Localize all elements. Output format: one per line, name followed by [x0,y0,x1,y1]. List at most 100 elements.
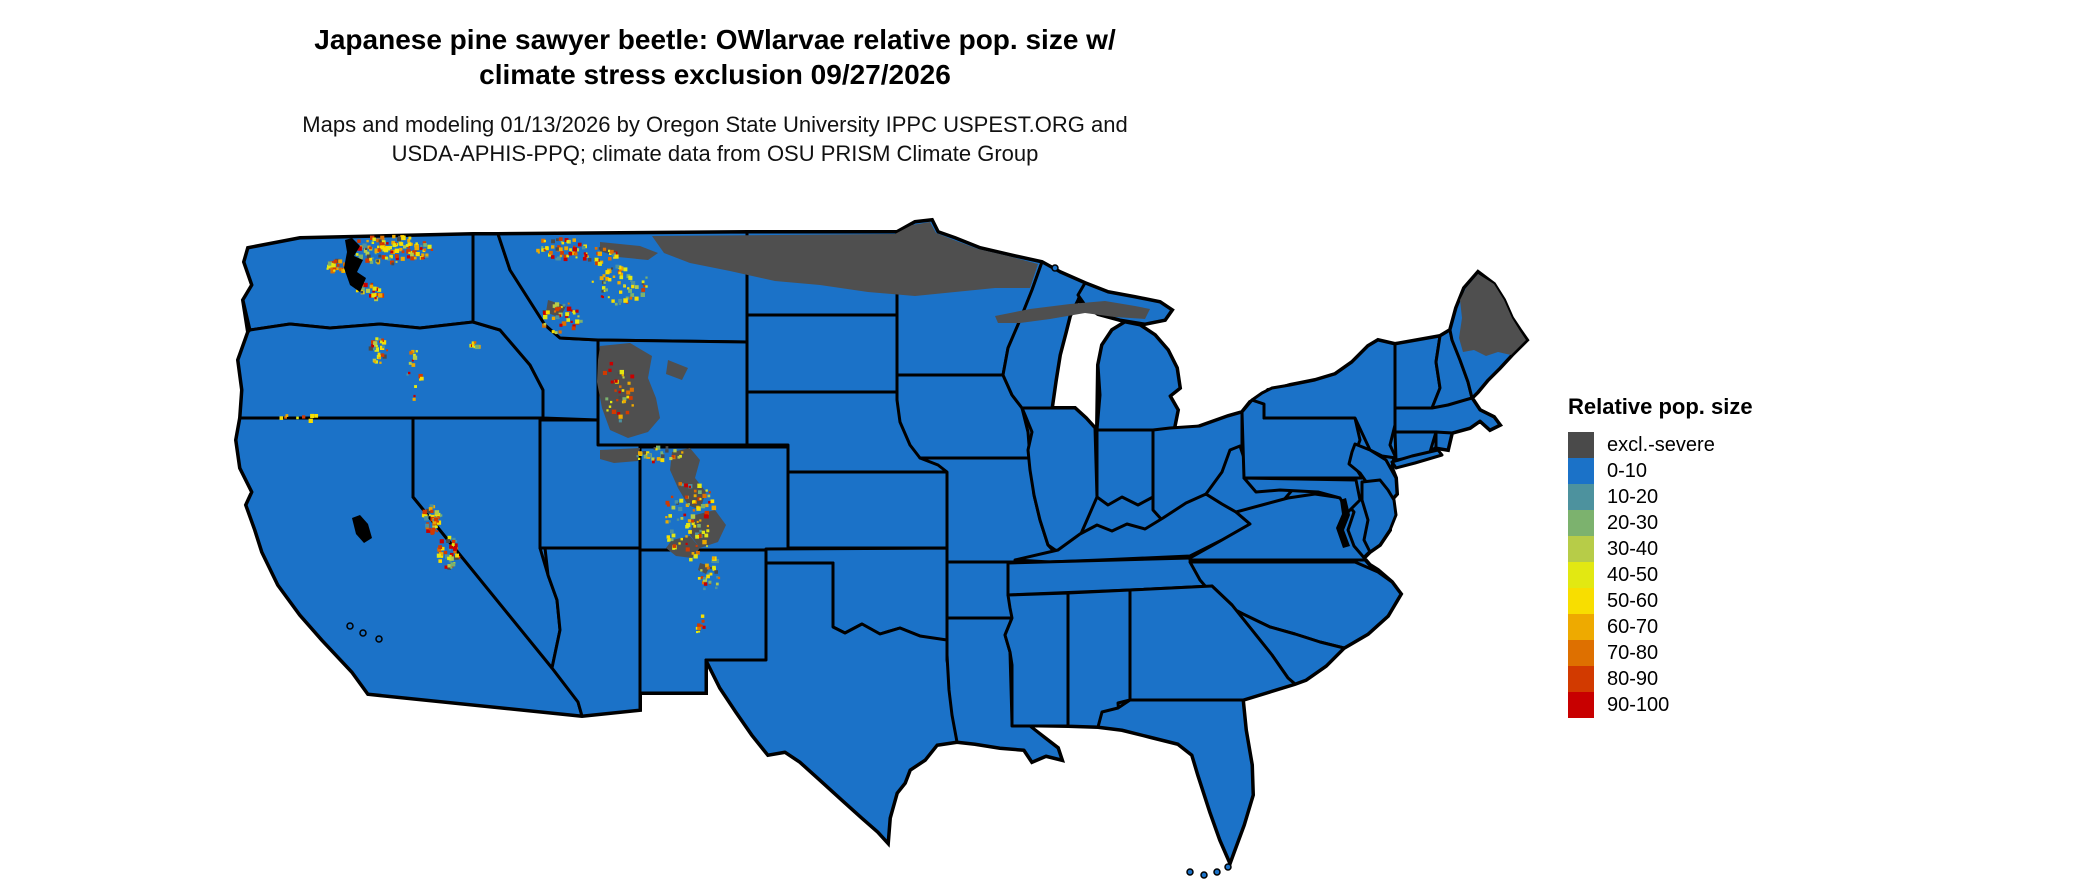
hotspot-pixel [700,504,706,509]
hotspot-pixel [437,547,442,552]
hotspot-pixel [653,447,657,450]
hotspot-pixel [379,361,382,364]
hotspot-pixel [556,256,561,261]
hotspot-pixel [561,241,565,245]
hotspot-pixel [679,454,682,458]
legend-label: 50-60 [1607,589,1659,612]
hotspot-pixel [447,556,451,561]
hotspot-pixel [411,363,416,367]
hotspot-pixel [432,525,436,529]
hotspot-pixel [408,361,412,365]
hotspot-pixel [572,324,576,328]
map-subtitle-line1: Maps and modeling 01/13/2026 by Oregon S… [302,112,1128,137]
hotspot-pixel [609,361,614,366]
hotspot-pixel [558,237,563,241]
hotspot-pixel [685,535,688,538]
hotspot-pixel [711,505,717,511]
legend-entry: 40-50 [1568,562,1753,588]
hotspot-pixel [695,626,699,630]
hotspot-pixel [641,282,645,285]
hotspot-pixel [375,288,378,291]
state [704,561,959,845]
hotspot-pixel [575,256,578,259]
hotspot-pixel [421,253,425,257]
hotspot-pixel [708,491,711,494]
hotspot-pixel [436,512,441,518]
hotspot-pixel [375,337,379,341]
hotspot-pixel [679,498,684,503]
hotspot-pixel [365,247,368,250]
hotspot-pixel [574,252,578,256]
hotspot-pixel [378,293,383,298]
hotspot-pixel [314,414,319,418]
hotspot-pixel [704,510,709,516]
hotspot-pixel [552,304,557,308]
state-boundaries [234,218,1529,865]
hotspot-pixel [377,248,382,252]
legend-swatch [1568,432,1594,458]
hotspot-pixel [708,501,711,504]
hotspot-pixel [372,286,377,291]
hotspot-pixel [582,257,587,261]
hotspot-pixel [660,458,665,463]
hotspot-pixel [577,315,580,318]
hotspot-pixel [631,284,635,289]
hotspot-pixel [391,262,395,266]
hotspot-pixel [360,290,364,294]
hotspot-pixel [562,303,566,307]
hotspot-pixel [333,259,338,264]
legend-label: 60-70 [1607,615,1659,638]
hotspot-pixel [641,288,646,292]
hotspot-pixel [703,514,708,519]
hotspot-pixel [644,451,650,456]
hotspot-pixel [422,509,427,515]
hotspot-pixel [571,326,576,331]
hotspot-pixel [559,254,563,258]
hotspot-pixel [622,399,626,404]
hotspot-pixel [603,289,606,292]
hotspot-pixel [448,559,452,563]
legend-swatch [1568,562,1594,588]
hotspot-pixel [685,503,689,507]
hotspot-pixel [296,416,299,420]
hotspot-pixel [374,347,379,352]
hotspot-pixel [380,345,385,350]
hotspot-pixel [413,353,416,357]
hotspot-pixel [388,245,392,250]
hotspot-pixel [557,245,561,249]
hotspot-pixel [436,553,441,558]
hotspot-pixel [420,245,423,248]
hotspot-pixel [452,537,456,542]
hotspot-pixel [602,247,607,251]
hotspot-pixel [678,542,681,545]
hotspot-pixel [542,323,547,328]
hotspot-pixel [564,238,569,242]
hotspot-pixel [376,238,380,243]
legend-entry: excl.-severe [1568,432,1753,458]
hotspot-pixel [615,264,620,269]
hotspot-pixel [697,630,701,633]
figure-header: Japanese pine sawyer beetle: OWlarvae re… [0,22,1430,168]
hotspot-pixel [623,267,628,272]
state [1096,698,1255,865]
hotspot-pixel [357,239,361,243]
legend-swatch [1568,614,1594,640]
hotspot-pixel [436,530,439,533]
hotspot-pixel [619,275,624,280]
hotspot-pixel [585,252,588,255]
hotspot-pixel [709,567,712,570]
hotspot-pixel [382,345,385,349]
hotspot-pixel [395,254,399,258]
hotspot-pixel [665,520,669,524]
hotspot-pixel [715,582,719,586]
hotspot-pixel [331,262,336,268]
hotspot-pixel [358,254,363,259]
hotspot-pixel [670,538,674,542]
hotspot-pixel [411,359,414,362]
hotspot-pixel [454,555,459,560]
hotspot-pixel [374,360,378,364]
state [745,313,904,394]
hotspot-pixel [626,395,630,399]
hotspot-pixel [561,321,567,326]
